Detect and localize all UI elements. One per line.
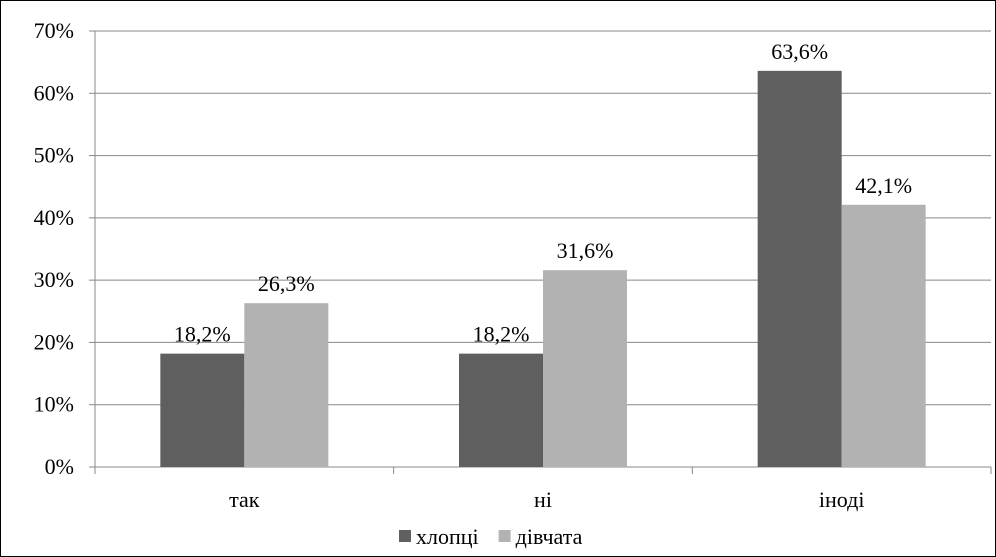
legend-swatch (399, 530, 411, 542)
category-label: так (229, 487, 260, 512)
y-tick-label: 70% (34, 18, 74, 43)
legend-label: дівчата (516, 524, 583, 549)
data-label: 63,6% (771, 39, 828, 64)
bar-дівчата (543, 270, 627, 467)
y-axis-tick-labels: 0% 10% 20% 30% 40% 50% 60% 70% (34, 18, 74, 479)
x-axis-category-labels: так ні іноді (229, 487, 864, 512)
category-label: іноді (819, 487, 865, 512)
y-tick-label: 60% (34, 80, 74, 105)
y-tick-label: 10% (34, 392, 74, 417)
bar-хлопці (459, 353, 543, 467)
data-label: 26,3% (258, 271, 315, 296)
y-tick-label: 40% (34, 205, 74, 230)
category-label: ні (534, 487, 552, 512)
bars (160, 70, 926, 467)
data-labels: 18,2% 26,3% 18,2% 31,6% 63,6% 42,1% (174, 39, 912, 347)
y-tick-label: 20% (34, 329, 74, 354)
data-label: 42,1% (855, 173, 912, 198)
data-label: 18,2% (473, 322, 530, 347)
data-label: 31,6% (557, 238, 614, 263)
legend: хлопці дівчата (399, 524, 583, 549)
bar-хлопці (160, 353, 245, 467)
legend-label: хлопці (416, 524, 479, 549)
y-tick-label: 30% (34, 267, 74, 292)
y-tick-label: 50% (34, 143, 74, 168)
bar-хлопці (757, 70, 842, 467)
y-tick-label: 0% (45, 454, 74, 479)
bar-дівчата (244, 303, 329, 467)
data-label: 18,2% (174, 322, 231, 347)
legend-swatch (498, 530, 511, 542)
bar-дівчата (841, 204, 926, 467)
